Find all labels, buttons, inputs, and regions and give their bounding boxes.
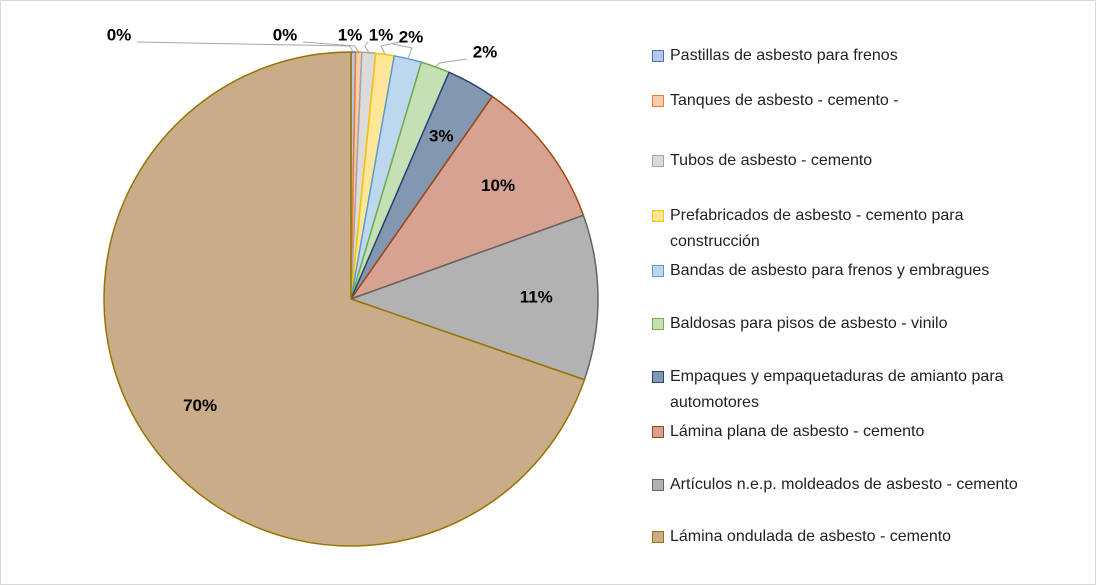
legend-swatch	[652, 371, 664, 383]
leader-line	[435, 58, 468, 68]
legend-swatch	[652, 95, 664, 107]
legend-swatch	[652, 155, 664, 167]
legend-label: Lámina plana de asbesto - cemento	[670, 423, 925, 440]
pie-slice	[103, 51, 586, 547]
legend-label: Prefabricados de asbesto - cemento para …	[670, 207, 964, 250]
data-label: 2%	[399, 27, 424, 46]
legend-item: Lámina plana de asbesto - cemento	[652, 419, 1047, 445]
data-label: 70%	[183, 396, 217, 415]
legend-label: Artículos n.e.p. moldeados de asbesto - …	[670, 476, 1018, 493]
legend-label: Baldosas para pisos de asbesto - vinilo	[670, 315, 948, 332]
data-label: 1%	[369, 25, 394, 44]
legend-swatch	[652, 210, 664, 222]
legend-item: Pastillas de asbesto para frenos	[652, 43, 1047, 69]
legend-label: Tubos de asbesto - cemento	[670, 152, 873, 169]
legend-item: Artículos n.e.p. moldeados de asbesto - …	[652, 472, 1047, 498]
leader-line	[364, 41, 370, 53]
legend-swatch	[652, 479, 664, 491]
leader-line	[380, 41, 400, 55]
legend-item: Lámina ondulada de asbesto - cemento	[652, 524, 1047, 550]
legend-item: Tanques de asbesto - cemento -	[652, 88, 1047, 114]
legend-swatch	[652, 531, 664, 543]
data-label: 0%	[273, 25, 298, 44]
data-label: 1%	[338, 25, 363, 44]
legend-item: Tubos de asbesto - cemento	[652, 148, 1047, 174]
legend-label: Bandas de asbesto para frenos y embrague…	[670, 262, 990, 279]
legend-label: Pastillas de asbesto para frenos	[670, 47, 898, 64]
legend-swatch	[652, 426, 664, 438]
legend-swatch	[652, 50, 664, 62]
data-label: 11%	[520, 287, 553, 306]
data-label: 10%	[481, 176, 515, 195]
legend-item: Prefabricados de asbesto - cemento para …	[652, 203, 1047, 255]
data-label: 3%	[429, 127, 454, 146]
data-label: 2%	[473, 42, 498, 61]
legend-swatch	[652, 318, 664, 330]
legend-label: Tanques de asbesto - cemento -	[670, 92, 899, 109]
legend-label: Lámina ondulada de asbesto - cemento	[670, 528, 952, 545]
legend-label: Empaques y empaquetaduras de amianto par…	[670, 368, 1004, 411]
legend-item: Bandas de asbesto para frenos y embrague…	[652, 258, 1047, 284]
pie-area: 0% 0% 1% 1% 2% 2% 3% 10% 11% 70%	[103, 25, 599, 547]
pie-slice	[349, 95, 585, 301]
pie-slice	[348, 214, 599, 381]
legend-item: Empaques y empaquetaduras de amianto par…	[652, 364, 1047, 416]
legend-swatch	[652, 265, 664, 277]
leader-line	[302, 41, 360, 53]
leader-line	[392, 43, 413, 59]
legend-item: Baldosas para pisos de asbesto - vinilo	[652, 311, 1047, 337]
data-label: 0%	[107, 25, 132, 44]
